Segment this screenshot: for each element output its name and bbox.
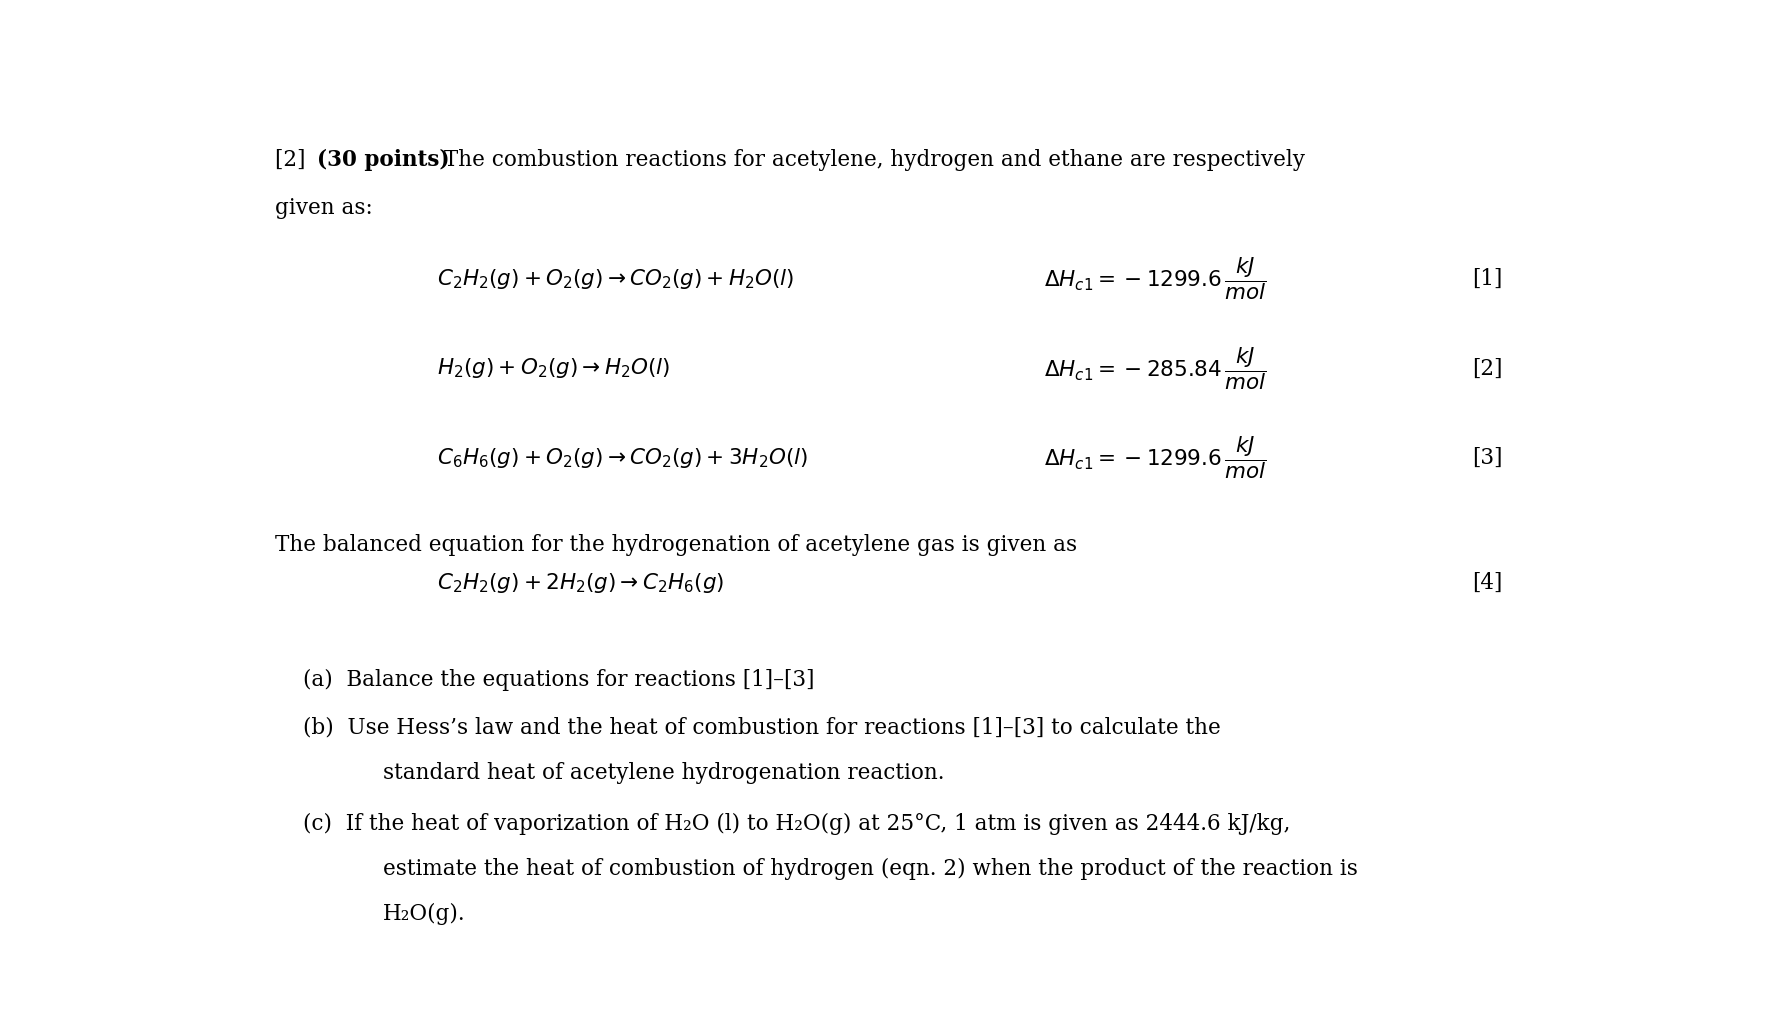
Text: (a)  Balance the equations for reactions [1]–[3]: (a) Balance the equations for reactions … <box>303 668 814 690</box>
Text: standard heat of acetylene hydrogenation reaction.: standard heat of acetylene hydrogenation… <box>383 761 944 784</box>
Text: $\Delta H_{c1} = -1299.6\,\dfrac{kJ}{mol}$: $\Delta H_{c1} = -1299.6\,\dfrac{kJ}{mol… <box>1044 435 1267 481</box>
Text: (c)  If the heat of vaporization of H₂O (l) to H₂O(g) at 25°C, 1 atm is given as: (c) If the heat of vaporization of H₂O (… <box>303 812 1290 834</box>
Text: $\Delta H_{c1} = -1299.6\,\dfrac{kJ}{mol}$: $\Delta H_{c1} = -1299.6\,\dfrac{kJ}{mol… <box>1044 255 1267 302</box>
Text: (30 points): (30 points) <box>317 149 449 171</box>
Text: $C_2H_2(g) + 2H_2(g) \rightarrow C_2H_6(g)$: $C_2H_2(g) + 2H_2(g) \rightarrow C_2H_6(… <box>437 570 723 594</box>
Text: The combustion reactions for acetylene, hydrogen and ethane are respectively: The combustion reactions for acetylene, … <box>437 149 1304 171</box>
Text: H₂O(g).: H₂O(g). <box>383 902 465 924</box>
Text: estimate the heat of combustion of hydrogen (eqn. 2) when the product of the rea: estimate the heat of combustion of hydro… <box>383 857 1358 879</box>
Text: given as:: given as: <box>274 197 372 218</box>
Text: [1]: [1] <box>1472 268 1502 289</box>
Text: [2]: [2] <box>1472 357 1502 379</box>
Text: $\Delta H_{c1} = -285.84\,\dfrac{kJ}{mol}$: $\Delta H_{c1} = -285.84\,\dfrac{kJ}{mol… <box>1044 345 1267 391</box>
Text: $C_6H_6(g) + O_2(g) \rightarrow CO_2(g) + 3H_2O(l)$: $C_6H_6(g) + O_2(g) \rightarrow CO_2(g) … <box>437 446 807 469</box>
Text: (b)  Use Hess’s law and the heat of combustion for reactions [1]–[3] to calculat: (b) Use Hess’s law and the heat of combu… <box>303 716 1221 738</box>
Text: [2]: [2] <box>274 149 312 171</box>
Text: The balanced equation for the hydrogenation of acetylene gas is given as: The balanced equation for the hydrogenat… <box>274 534 1078 556</box>
Text: [3]: [3] <box>1472 447 1502 469</box>
Text: $C_2H_2(g) + O_2(g) \rightarrow CO_2(g) + H_2O(l)$: $C_2H_2(g) + O_2(g) \rightarrow CO_2(g) … <box>437 267 795 290</box>
Text: [4]: [4] <box>1472 571 1502 593</box>
Text: $H_2(g) + O_2(g) \rightarrow H_2O(l)$: $H_2(g) + O_2(g) \rightarrow H_2O(l)$ <box>437 356 670 380</box>
